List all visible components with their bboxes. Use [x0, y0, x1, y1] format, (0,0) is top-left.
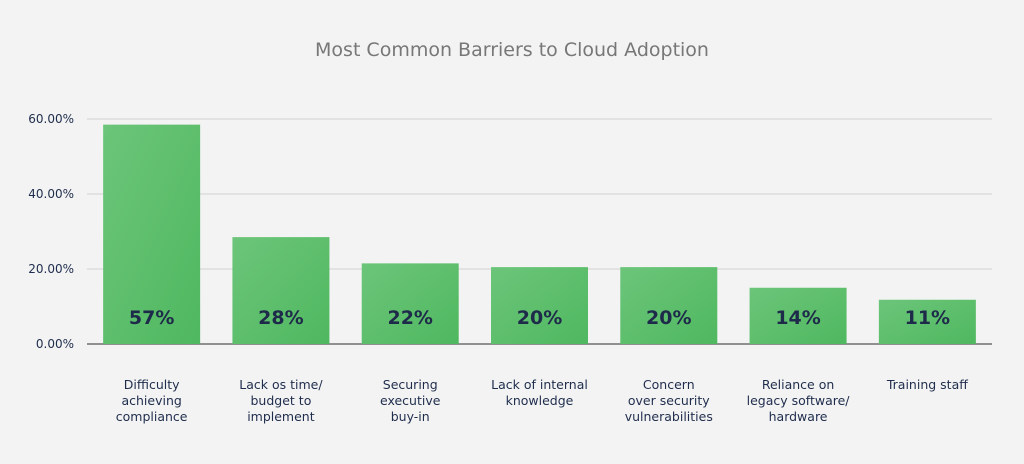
- category-label: Concern over security vulnerabilities: [625, 377, 713, 424]
- y-tick-label: 20.00%: [28, 262, 74, 276]
- bar-value-label: 28%: [258, 307, 303, 329]
- category-label-line: Training staff: [886, 377, 968, 392]
- bar: [103, 124, 201, 344]
- bar-value-label: 22%: [387, 307, 432, 329]
- category-label-line: Difficulty: [124, 377, 180, 392]
- category-label-line: knowledge: [506, 393, 574, 408]
- category-label: Difficulty achieving compliance: [116, 377, 188, 424]
- bar: [361, 263, 459, 344]
- bar-value-label: 57%: [129, 307, 174, 329]
- bar: [878, 299, 976, 344]
- bar-layer: [103, 124, 976, 344]
- category-label-line: buy-in: [391, 409, 430, 424]
- category-label-line: executive: [380, 393, 441, 408]
- category-label-line: compliance: [116, 409, 188, 424]
- bar-value-label: 20%: [646, 307, 691, 329]
- category-label-line: budget to: [251, 393, 312, 408]
- bar-value-label: 20%: [517, 307, 562, 329]
- category-label-line: Securing: [383, 377, 438, 392]
- category-label-line: Lack os time/: [239, 377, 323, 392]
- bar-value-label: 11%: [905, 307, 950, 329]
- y-tick-label: 40.00%: [28, 187, 74, 201]
- category-label-line: hardware: [769, 409, 828, 424]
- category-label: Training staff: [886, 377, 968, 392]
- category-label-line: Concern: [643, 377, 695, 392]
- category-label-line: vulnerabilities: [625, 409, 713, 424]
- category-label-line: implement: [247, 409, 315, 424]
- category-label-line: Lack of internal: [491, 377, 588, 392]
- y-tick-label: 60.00%: [28, 112, 74, 126]
- bar-value-label: 14%: [775, 307, 820, 329]
- bar: [749, 287, 847, 344]
- category-label: Securing executive buy-in: [380, 377, 441, 424]
- bar: [620, 267, 718, 344]
- bar: [491, 267, 588, 344]
- category-label-line: Reliance on: [762, 377, 834, 392]
- category-label-line: over security: [628, 393, 710, 408]
- y-tick-label: 0.00%: [36, 337, 74, 351]
- bar: [232, 237, 330, 344]
- category-label-line: legacy software/: [747, 393, 851, 408]
- category-label-line: achieving: [121, 393, 181, 408]
- category-label: Lack os time/budget to implement: [239, 377, 323, 424]
- category-label: Lack of internal knowledge: [491, 377, 588, 408]
- chart-title: Most Common Barriers to Cloud Adoption: [315, 39, 709, 61]
- label-layer: 57% Difficulty achieving compliance 28% Lack …: [116, 307, 968, 424]
- category-label: Reliance on legacy software/hardware: [747, 377, 851, 424]
